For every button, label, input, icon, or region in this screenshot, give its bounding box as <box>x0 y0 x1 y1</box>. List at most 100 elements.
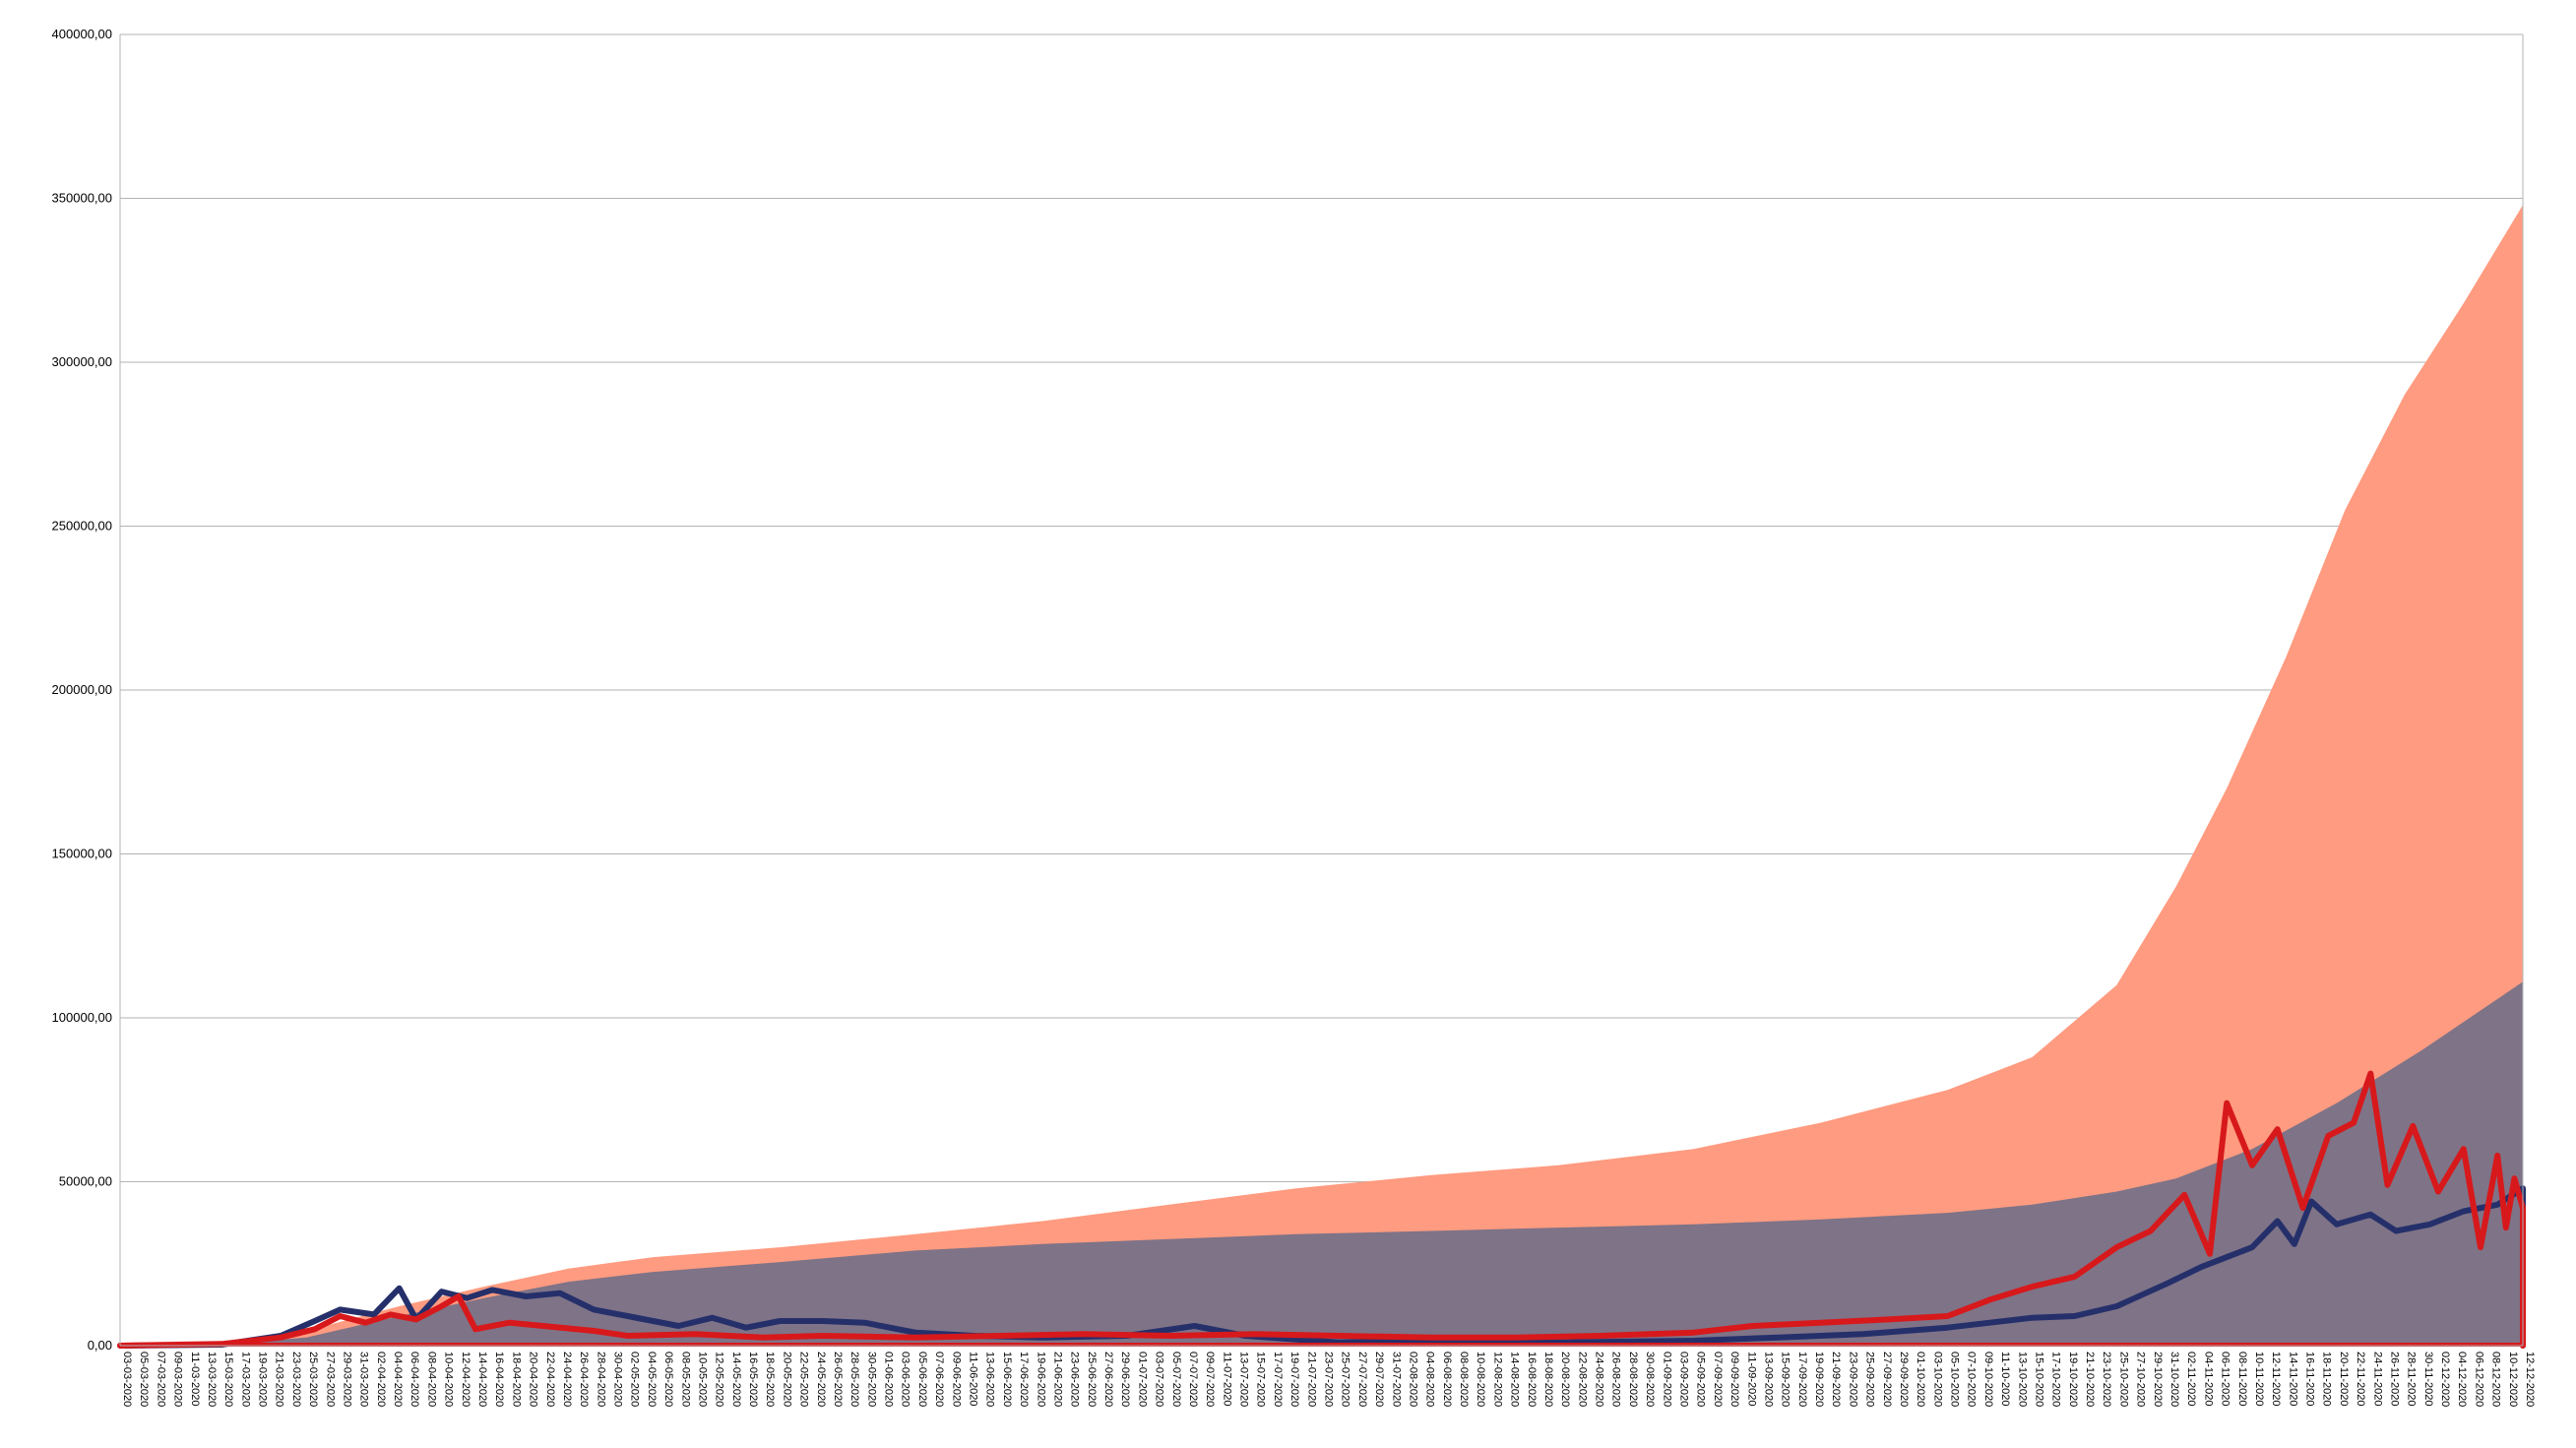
x-tick-label: 23-03-2020 <box>290 1352 302 1407</box>
x-tick-label: 16-04-2020 <box>493 1352 505 1407</box>
y-tick-label: 100000,00 <box>52 1010 112 1025</box>
x-tick-label: 29-10-2020 <box>2152 1352 2164 1407</box>
x-tick-label: 07-10-2020 <box>1966 1352 1978 1407</box>
x-tick-label: 04-08-2020 <box>1424 1352 1436 1407</box>
x-tick-label: 30-04-2020 <box>612 1352 624 1407</box>
x-tick-label: 21-06-2020 <box>1052 1352 1064 1407</box>
x-tick-label: 07-03-2020 <box>155 1352 166 1407</box>
x-tick-label: 25-06-2020 <box>1086 1352 1098 1407</box>
x-tick-label: 22-04-2020 <box>544 1352 556 1407</box>
x-tick-label: 26-05-2020 <box>832 1352 844 1407</box>
x-tick-label: 01-07-2020 <box>1136 1352 1148 1407</box>
x-tick-label: 24-05-2020 <box>815 1352 827 1407</box>
x-tick-label: 02-11-2020 <box>2185 1352 2197 1406</box>
x-tick-label: 17-06-2020 <box>1018 1352 1030 1407</box>
x-tick-label: 23-06-2020 <box>1069 1352 1081 1407</box>
x-tick-label: 10-04-2020 <box>443 1352 455 1407</box>
x-tick-label: 12-12-2020 <box>2524 1352 2536 1407</box>
x-tick-label: 17-09-2020 <box>1796 1352 1808 1407</box>
x-tick-label: 15-07-2020 <box>1255 1352 1267 1407</box>
x-tick-label: 07-06-2020 <box>933 1352 945 1407</box>
y-tick-label: 250000,00 <box>52 519 112 534</box>
x-tick-label: 15-09-2020 <box>1780 1352 1791 1407</box>
x-tick-label: 10-08-2020 <box>1475 1352 1486 1407</box>
x-tick-label: 06-04-2020 <box>408 1352 420 1407</box>
x-tick-label: 14-11-2020 <box>2287 1352 2298 1406</box>
x-tick-label: 31-10-2020 <box>2168 1352 2180 1407</box>
x-tick-label: 05-06-2020 <box>916 1352 928 1407</box>
x-tick-label: 06-11-2020 <box>2220 1352 2231 1406</box>
x-tick-label: 10-11-2020 <box>2253 1352 2265 1406</box>
x-tick-label: 05-03-2020 <box>138 1352 150 1407</box>
x-tick-label: 28-05-2020 <box>848 1352 860 1407</box>
x-tick-label: 31-07-2020 <box>1390 1352 1402 1407</box>
x-tick-label: 01-10-2020 <box>1915 1352 1926 1407</box>
x-tick-label: 11-07-2020 <box>1221 1352 1232 1406</box>
x-tick-label: 15-06-2020 <box>1001 1352 1013 1407</box>
x-tick-label: 20-04-2020 <box>528 1352 539 1407</box>
x-tick-label: 23-09-2020 <box>1847 1352 1858 1407</box>
x-tick-label: 10-12-2020 <box>2507 1352 2519 1407</box>
x-tick-label: 09-03-2020 <box>172 1352 184 1407</box>
x-tick-label: 24-04-2020 <box>561 1352 573 1407</box>
x-tick-label: 02-05-2020 <box>629 1352 641 1407</box>
x-tick-label: 25-03-2020 <box>307 1352 319 1407</box>
x-tick-label: 14-08-2020 <box>1509 1352 1521 1407</box>
x-tick-label: 21-03-2020 <box>274 1352 285 1407</box>
x-tick-label: 05-09-2020 <box>1695 1352 1707 1407</box>
x-tick-label: 29-06-2020 <box>1119 1352 1131 1407</box>
x-tick-label: 07-07-2020 <box>1187 1352 1199 1407</box>
x-tick-label: 03-06-2020 <box>900 1352 911 1407</box>
x-tick-label: 21-07-2020 <box>1305 1352 1317 1407</box>
y-tick-label: 150000,00 <box>52 847 112 861</box>
line-series-3 <box>117 1070 2526 1349</box>
gridlines <box>120 33 2523 1347</box>
x-tick-label: 07-09-2020 <box>1712 1352 1724 1407</box>
x-tick-label: 13-10-2020 <box>2016 1352 2028 1407</box>
x-tick-label: 05-10-2020 <box>1949 1352 1961 1407</box>
x-tick-label: 27-10-2020 <box>2135 1352 2147 1407</box>
x-tick-label: 30-08-2020 <box>1644 1352 1656 1407</box>
x-tick-label: 15-03-2020 <box>222 1352 234 1407</box>
x-tick-label: 21-10-2020 <box>2084 1352 2096 1407</box>
x-tick-label: 27-07-2020 <box>1356 1352 1368 1407</box>
x-tick-label: 09-07-2020 <box>1204 1352 1216 1407</box>
x-tick-label: 19-06-2020 <box>1035 1352 1046 1407</box>
x-tick-label: 02-04-2020 <box>375 1352 387 1407</box>
x-tick-label: 19-09-2020 <box>1813 1352 1825 1407</box>
x-tick-label: 06-12-2020 <box>2473 1352 2484 1407</box>
x-tick-label: 17-10-2020 <box>2050 1352 2062 1407</box>
x-tick-label: 01-09-2020 <box>1661 1352 1672 1407</box>
x-tick-label: 31-03-2020 <box>358 1352 370 1407</box>
x-tick-label: 01-06-2020 <box>883 1352 895 1407</box>
x-tick-label: 17-07-2020 <box>1272 1352 1284 1407</box>
x-tick-label: 14-05-2020 <box>730 1352 742 1407</box>
x-tick-label: 13-03-2020 <box>206 1352 218 1407</box>
x-tick-label: 29-07-2020 <box>1373 1352 1385 1407</box>
x-tick-label: 16-11-2020 <box>2304 1352 2316 1406</box>
x-tick-label: 26-08-2020 <box>1610 1352 1622 1407</box>
line-series <box>117 1070 2526 1349</box>
x-tick-label: 16-08-2020 <box>1526 1352 1538 1407</box>
x-tick-label: 20-11-2020 <box>2338 1352 2350 1406</box>
x-tick-label: 09-06-2020 <box>950 1352 962 1407</box>
x-axis-labels: 03-03-2020 05-03-2020 07-03-2020 09-03-2020… <box>121 1352 2536 1407</box>
x-tick-label: 13-07-2020 <box>1238 1352 1250 1407</box>
x-tick-label: 28-08-2020 <box>1627 1352 1639 1407</box>
x-tick-label: 08-05-2020 <box>679 1352 691 1407</box>
x-tick-label: 21-09-2020 <box>1830 1352 1842 1407</box>
x-tick-label: 04-05-2020 <box>646 1352 658 1407</box>
x-tick-label: 19-07-2020 <box>1288 1352 1300 1407</box>
x-tick-label: 05-07-2020 <box>1170 1352 1182 1407</box>
y-tick-label: 0,00 <box>88 1338 112 1353</box>
x-tick-label: 09-09-2020 <box>1728 1352 1740 1407</box>
x-tick-label: 03-07-2020 <box>1154 1352 1165 1407</box>
x-tick-label: 13-06-2020 <box>984 1352 996 1407</box>
x-tick-label: 11-10-2020 <box>1999 1352 2011 1406</box>
x-tick-label: 13-09-2020 <box>1762 1352 1774 1407</box>
x-tick-label: 08-12-2020 <box>2490 1352 2502 1407</box>
x-tick-label: 12-05-2020 <box>714 1352 725 1407</box>
x-tick-label: 02-12-2020 <box>2439 1352 2451 1407</box>
x-tick-label: 27-09-2020 <box>1881 1352 1893 1407</box>
